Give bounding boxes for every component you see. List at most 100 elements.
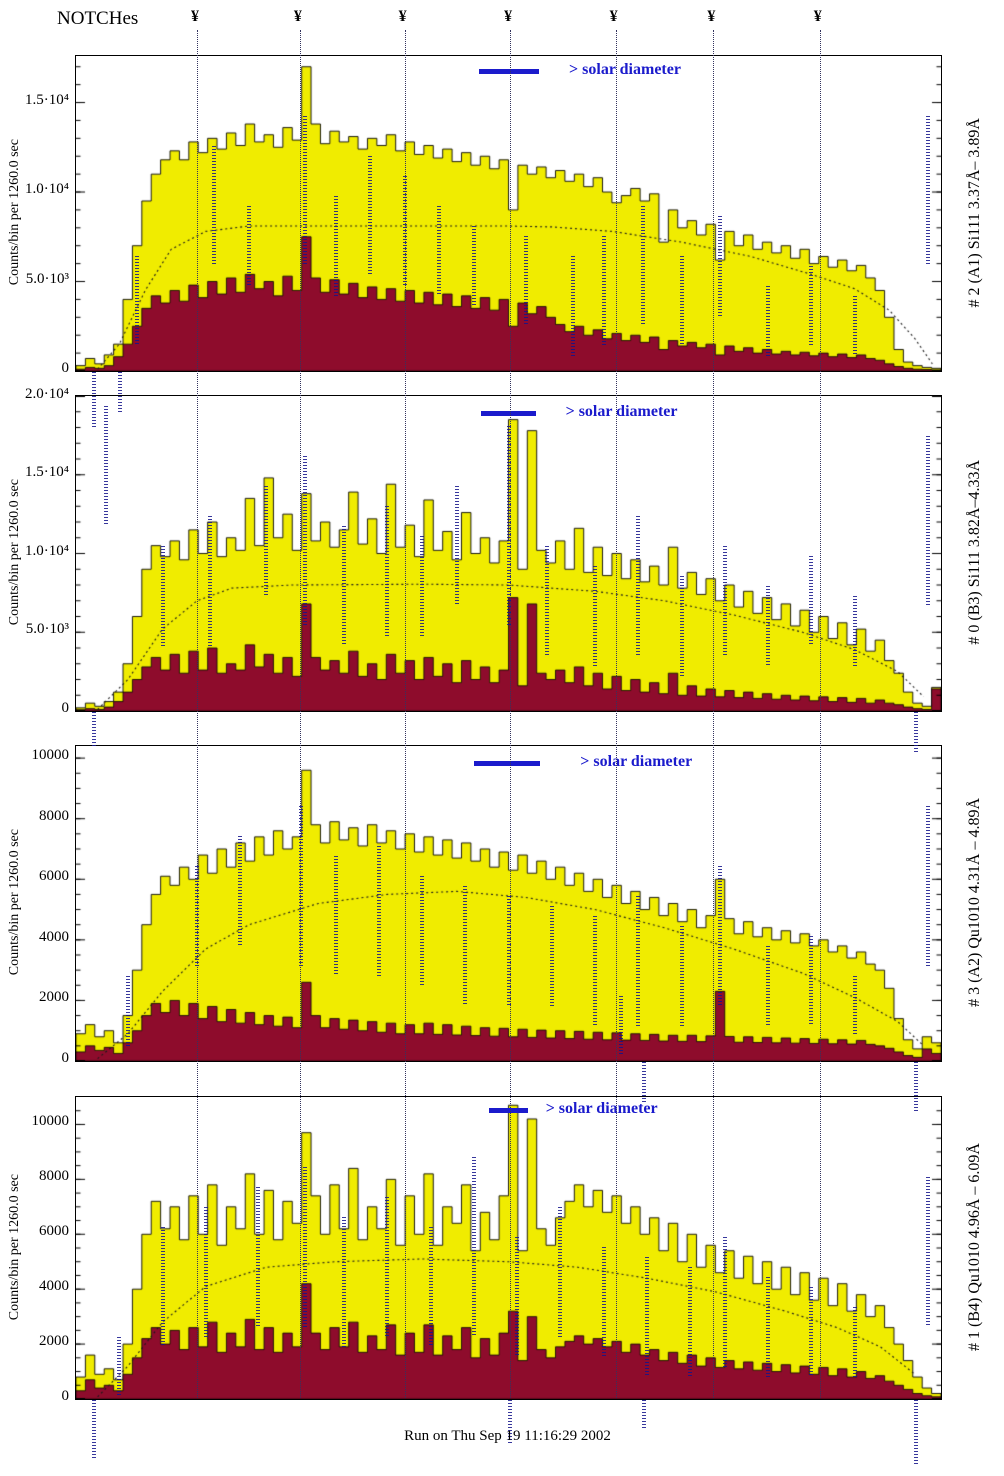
spectral-line-annotation [506,426,511,626]
annotation-mark [914,1400,919,1465]
spectral-line-annotation [688,1267,693,1377]
spectral-line-annotation [558,1207,563,1337]
notch-line [404,30,406,1398]
notch-marker: ¥ [504,8,513,25]
annotation-mark [92,1400,97,1460]
spectral-line-annotation [601,236,606,346]
spectral-line-annotation [303,116,308,266]
run-timestamp: Run on Thu Sep 19 11:16:29 2002 [404,1428,611,1444]
spectral-line-annotation [926,806,931,966]
spectral-line-annotation [926,436,931,606]
spectral-line-annotation [718,866,723,1006]
y-tick-label: 5.0·10³ [25,270,69,287]
spectral-line-annotation [545,546,550,656]
spectral-line-annotation [454,486,459,606]
y-tick-label: 0 [61,699,70,716]
plot-area: > solar diameter [75,395,942,712]
y-tick-label: 1.5·10⁴ [25,463,69,480]
spectral-line-annotation [852,1307,857,1377]
y-tick-label: 10000 [31,747,70,764]
solar-diameter-label: > solar diameter [545,1100,658,1117]
spectral-line-annotation [722,546,727,656]
spectral-line-annotation [926,116,931,266]
notch-line [615,30,617,1398]
spectral-line-annotation [238,836,243,946]
spectral-line-annotation [385,506,390,636]
y-tick-label: 2000 [39,1333,69,1350]
y-tick-label: 6000 [39,1223,69,1240]
solar-diameter-bar [480,411,537,416]
spectral-line-annotation [203,1207,208,1337]
y-tick-label: 1.0·10⁴ [25,181,69,198]
spectral-line-annotation [125,976,130,1046]
annotation-mark [92,372,97,427]
spectral-line-annotation [640,206,645,326]
y-tick-label: 1.0·10⁴ [25,542,69,559]
spectral-line-annotation [420,876,424,986]
annotation-mark [92,712,97,747]
spectral-line-annotation [208,516,213,646]
spectral-line-annotation [463,886,468,1006]
spectral-line-annotation [523,236,528,326]
spectral-line-annotation [926,1177,931,1327]
spectral-line-annotation [160,1227,165,1347]
spectral-line-annotation [303,1167,308,1327]
notches-title: NOTCHes [57,8,139,29]
annotation-mark [914,712,919,752]
spectral-line-annotation [255,1187,260,1327]
spectral-line-annotation [117,1337,122,1397]
plot-area: > solar diameter [75,55,942,372]
histogram-canvas [76,56,941,371]
spectral-line-annotation [428,1227,433,1347]
solar-diameter-label: > solar diameter [580,753,693,770]
solar-diameter-label: > solar diameter [565,403,678,420]
spectral-line-annotation [506,896,511,1006]
spectral-line-annotation [515,1237,520,1357]
solar-diameter-bar [479,69,539,74]
spectral-line-annotation [809,266,814,346]
spectral-line-annotation [264,486,269,596]
spectral-line-annotation [809,556,814,646]
spectral-line-annotation [718,216,723,316]
notch-marker: ¥ [398,8,407,25]
notch-marker: ¥ [813,8,822,25]
notch-line [299,30,301,1398]
spectral-line-annotation [636,896,641,1026]
spectral-line-annotation [644,1257,649,1377]
spectral-line-annotation [104,406,109,526]
spectral-line-annotation [342,526,347,646]
notch-line [196,30,198,1398]
notch-line [819,30,821,1398]
notch-line [510,30,512,1398]
spectral-line-annotation [618,996,623,1056]
y-tick-label: 5.0·10³ [25,621,69,638]
annotation-mark [914,1062,919,1112]
y-tick-label: 0 [61,1387,70,1404]
spectral-line-annotation [437,206,442,296]
spectral-line-annotation [247,206,251,286]
y-tick-label: 0 [61,1049,70,1066]
y-tick-label: 4000 [39,1278,69,1295]
spectral-line-annotation [766,586,770,666]
spectral-line-annotation [333,196,338,296]
spectral-line-annotation [679,576,684,676]
plot-area: > solar diameter [75,1096,942,1400]
y-tick-label: 2.0·10⁴ [25,385,69,402]
annotation-mark [118,372,123,412]
spectral-line-annotation [852,296,857,356]
spectral-line-annotation [342,1217,347,1347]
spectral-line-annotation [368,156,373,276]
spectral-line-annotation [333,856,338,976]
spectral-line-annotation [809,936,814,1026]
notch-marker: ¥ [707,8,716,25]
y-tick-label: 0 [61,359,70,376]
annotation-mark [641,1062,646,1102]
plot-area: > solar diameter [75,745,942,1062]
annotation-mark [641,1400,646,1430]
y-tick-label: 1.5·10⁴ [25,91,69,108]
spectral-line-annotation [766,946,770,1026]
spectral-line-annotation [571,256,576,356]
